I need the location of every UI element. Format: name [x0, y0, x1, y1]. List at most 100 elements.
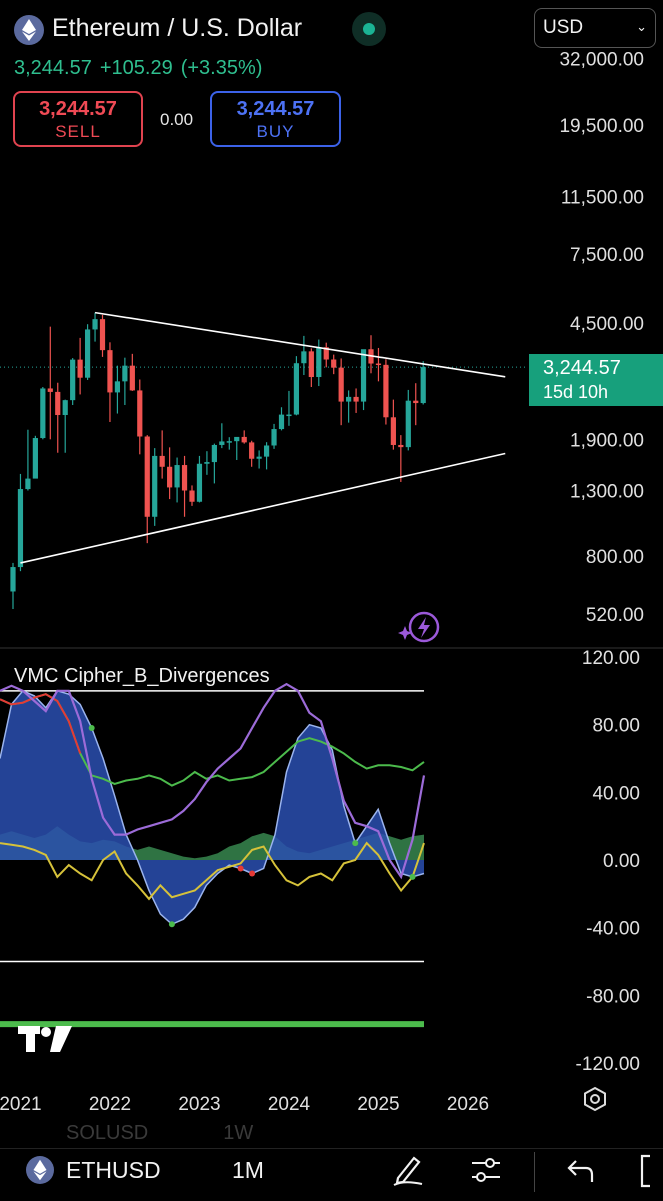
buy-price: 3,244.57	[236, 98, 315, 120]
draw-icon[interactable]	[392, 1152, 424, 1191]
candle	[323, 342, 329, 368]
signal-dot	[237, 865, 244, 872]
candle-body	[25, 478, 31, 490]
candle-body	[47, 388, 53, 392]
candle	[55, 382, 61, 453]
signal-dot	[409, 873, 416, 880]
candle-body	[390, 417, 396, 445]
candle-body	[84, 329, 91, 378]
candle-body	[338, 367, 344, 402]
signal-dot	[249, 870, 256, 877]
oscillator-axis-label: 120.00	[582, 648, 640, 669]
candle	[234, 436, 240, 460]
candle	[167, 447, 173, 500]
candle-body	[256, 456, 262, 459]
bottom-toolbar	[0, 1148, 663, 1201]
candle	[398, 435, 404, 482]
price-change-line: 3,244.57 +105.29 (+3.35%)	[14, 57, 270, 80]
last-price-tag: 3,244.57 15d 10h	[529, 354, 663, 406]
buy-button[interactable]: 3,244.57 BUY	[210, 91, 341, 147]
oscillator-axis-label: -120.00	[576, 1054, 640, 1075]
candle-body	[234, 436, 240, 442]
candle	[25, 429, 31, 491]
candle-body	[122, 365, 128, 382]
candle-body	[353, 396, 359, 402]
candle	[40, 387, 46, 440]
candle-body	[323, 347, 329, 360]
trendline-upper	[94, 311, 506, 378]
candle	[308, 348, 314, 388]
candle	[196, 455, 203, 503]
candle-body	[181, 465, 188, 491]
currency-select[interactable]: USD ⌄	[534, 8, 656, 48]
price-axis-label: 800.00	[586, 547, 644, 568]
time-axis-label: 2025	[357, 1094, 399, 1115]
oscillator-axis-label: 80.00	[592, 716, 640, 737]
candle	[331, 354, 337, 375]
undo-icon[interactable]	[566, 1158, 594, 1189]
price-change: +105.29	[99, 57, 173, 79]
candle	[405, 389, 411, 451]
candle	[189, 485, 195, 506]
wave-trend-area	[0, 690, 424, 925]
candle-body	[360, 349, 367, 402]
candle	[226, 437, 232, 450]
symbol-button[interactable]: ETHUSD	[66, 1157, 161, 1183]
candle-body	[278, 414, 285, 430]
candle	[10, 562, 16, 610]
candle	[114, 365, 121, 414]
candle	[375, 347, 382, 382]
candle-body	[271, 429, 277, 446]
toolbar-divider	[534, 1152, 535, 1192]
candle-body	[196, 463, 203, 502]
candle-body	[10, 567, 16, 592]
candle	[129, 353, 135, 391]
candle-body	[40, 388, 46, 439]
candle	[159, 430, 165, 479]
chevron-down-icon: ⌄	[636, 19, 647, 34]
candle-body	[55, 391, 61, 416]
tradingview-logo-icon	[18, 1024, 74, 1059]
oscillator-axis-label: 0.00	[603, 851, 640, 872]
candle-body	[32, 438, 38, 479]
sell-button[interactable]: 3,244.57 SELL	[13, 91, 143, 147]
candle-body	[226, 441, 232, 443]
candle	[286, 390, 292, 426]
chart-settings-icon[interactable]	[582, 1086, 608, 1112]
interval-button[interactable]: 1M	[232, 1157, 264, 1183]
market-open-icon[interactable]	[352, 12, 386, 46]
faded-interval: 1W	[223, 1122, 254, 1144]
fullscreen-icon[interactable]	[636, 1154, 663, 1193]
candle	[249, 440, 255, 467]
ai-assistant-icon[interactable]	[396, 610, 444, 651]
candle-body	[62, 400, 68, 416]
candle	[293, 356, 300, 416]
candle-body	[405, 400, 411, 448]
faded-symbol: SOLUSD	[66, 1122, 149, 1144]
candle-body	[420, 367, 426, 404]
symbol-title[interactable]: Ethereum / U.S. Dollar	[52, 14, 303, 42]
time-axis-label: 2026	[447, 1094, 489, 1115]
eth-icon[interactable]	[26, 1156, 54, 1184]
bar-countdown: 15d 10h	[543, 382, 609, 402]
previous-symbol-ghost: SOLUSD 1W	[66, 1122, 253, 1145]
spread-value: 0.00	[160, 110, 194, 129]
price-axis-label: 11,500.00	[561, 187, 644, 208]
candle-body	[316, 347, 322, 378]
candle-body	[167, 466, 173, 488]
indicator-title[interactable]: VMC Cipher_B_Divergences	[14, 665, 270, 687]
settings-sliders-icon[interactable]	[470, 1157, 502, 1190]
price-tag-value: 3,244.57	[543, 357, 621, 379]
time-axis-label: 2022	[89, 1094, 131, 1115]
candle-body	[346, 396, 352, 402]
candle-body	[249, 442, 255, 459]
candle	[47, 326, 53, 440]
signal-dot	[88, 725, 95, 732]
candle-body	[70, 359, 76, 401]
candle	[383, 359, 389, 425]
candle	[152, 448, 158, 526]
oscillator-axis-label: -80.00	[586, 986, 640, 1007]
candle-body	[293, 363, 300, 415]
price-axis-label: 1,300.00	[570, 482, 644, 503]
